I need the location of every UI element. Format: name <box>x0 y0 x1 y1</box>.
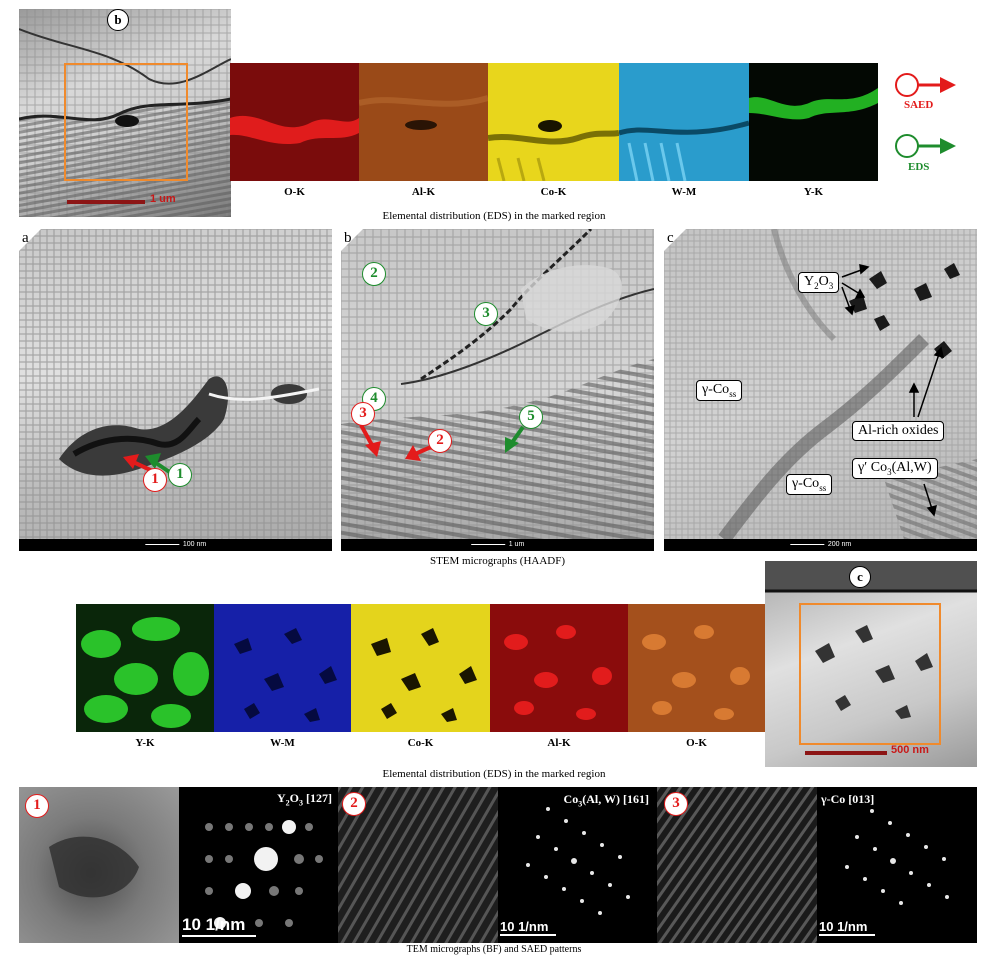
stem-a-marker-green-1: 1 <box>168 463 192 487</box>
stem-a-arrows <box>123 453 179 479</box>
eds2-map-o-k <box>628 604 765 732</box>
inset-label-b: b <box>107 9 129 31</box>
stem-a-texture <box>19 229 332 539</box>
top-inset-texture <box>19 9 231 217</box>
legend-eds-label: EDS <box>908 161 930 173</box>
saed-pattern-2: Co3(Al, W) [161] 10 1/nm <box>498 787 657 943</box>
tem-bf-2: 2 <box>338 787 498 943</box>
tem-bf-1: 1 <box>19 787 179 943</box>
saed-pattern-3: γ-Co [013] 10 1/nm <box>817 787 977 943</box>
stem-b-texture <box>341 229 654 539</box>
stem-a-corner <box>19 229 41 251</box>
eds2-label-y-k: Y-K <box>135 737 155 749</box>
inset-c-scale-label: 500 nm <box>891 744 929 756</box>
saed-1-scale: 10 1/nm <box>182 915 256 937</box>
eds2-map-w-m <box>214 604 351 732</box>
inset-scale-label: 1 um <box>150 193 176 205</box>
stem-b-marker-red-2: 2 <box>428 429 452 453</box>
legend-saed-symbol <box>894 69 960 105</box>
eds-map-y-k <box>749 63 878 181</box>
saed-2-title: Co3(Al, W) [161] <box>563 792 649 809</box>
stem-panel-a: a 1 1 100 nm <box>19 229 332 551</box>
stem-c-label-y2o3: Y2O3 <box>798 272 840 293</box>
stem-panel-c: c Y2O3 γ-Coss Al-rich oxides γ′ Co3(Al,W… <box>664 229 977 551</box>
bottom-caption: TEM micrographs (BF) and SAED patterns <box>406 944 582 955</box>
stem-c-corner <box>664 229 686 251</box>
eds2-label-co-k: Co-K <box>407 737 434 749</box>
inset-label-c: c <box>849 566 871 588</box>
stem-b-marker-green-3: 3 <box>474 302 498 326</box>
legend-eds-symbol <box>894 130 960 166</box>
stem-b-scalebar: 1 um <box>341 539 654 551</box>
stem-b-marker-red-3: 3 <box>351 402 375 426</box>
marked-region-box <box>64 63 188 181</box>
tem-bf-3: 3 <box>657 787 817 943</box>
stem-b-corner <box>341 229 363 251</box>
stem-a-scalebar: 100 nm <box>19 539 332 551</box>
marked-region-box-c <box>799 603 941 745</box>
stem-c-arrows <box>841 264 944 517</box>
inset-scale-bar <box>67 200 145 204</box>
stem-c-label-gamma-prime: γ′ Co3(Al,W) <box>852 458 938 479</box>
saed-2-scale: 10 1/nm <box>500 919 556 936</box>
top-inset-micrograph: b 1 um <box>19 9 231 217</box>
stem-c-letter: c <box>667 230 674 246</box>
tem-marker-2: 2 <box>342 792 366 816</box>
stem-a-marker-red-1: 1 <box>143 468 167 492</box>
eds-label-al-k: Al-K <box>411 186 436 198</box>
stem-a-scale-label: 100 nm <box>182 541 207 548</box>
tem-marker-3: 3 <box>664 792 688 816</box>
eds-label-co-k: Co-K <box>540 186 567 198</box>
eds2-map-co-k <box>351 604 490 732</box>
stem-caption: STEM micrographs (HAADF) <box>429 555 566 567</box>
eds-map-co-k <box>488 63 619 181</box>
eds-map-o-k <box>230 63 359 181</box>
middle-inset-texture <box>765 561 977 719</box>
stem-panel-b: b 2 3 4 5 3 2 1 um <box>341 229 654 551</box>
eds-map-w-m <box>619 63 749 181</box>
eds-label-w-m: W-M <box>671 186 697 198</box>
stem-c-scale-label: 200 nm <box>827 541 852 548</box>
saed-1-title: Y2O3 [127] <box>276 791 332 808</box>
eds-label-y-k: Y-K <box>803 186 824 198</box>
inset-c-scale-bar <box>805 751 887 755</box>
eds2-label-w-m: W-M <box>270 737 295 749</box>
eds-map-al-k <box>359 63 488 181</box>
stem-b-letter: b <box>344 230 352 246</box>
stem-c-label-gamma-co-1: γ-Coss <box>696 380 743 401</box>
tem-marker-1: 1 <box>25 794 49 818</box>
eds2-label-al-k: Al-K <box>547 737 571 749</box>
legend-saed-label: SAED <box>904 99 934 111</box>
saed-pattern-1: Y2O3 [127] 10 1/nm <box>179 787 338 943</box>
stem-c-label-gamma-co-2: γ-Coss <box>786 474 833 495</box>
eds2-map-y-k <box>76 604 214 732</box>
stem-a-letter: a <box>22 230 29 246</box>
eds2-map-al-k <box>490 604 628 732</box>
eds-label-o-k: O-K <box>284 186 305 198</box>
saed-3-scale: 10 1/nm <box>819 919 875 936</box>
stem-c-label-al-rich-oxides: Al-rich oxides <box>852 421 945 441</box>
stem-c-scalebar: 200 nm <box>664 539 977 551</box>
top-caption: Elemental distribution (EDS) in the mark… <box>382 210 606 222</box>
middle-caption: Elemental distribution (EDS) in the mark… <box>382 768 606 780</box>
stem-b-scale-label: 1 um <box>508 541 525 548</box>
stem-b-marker-green-5: 5 <box>519 405 543 429</box>
saed-3-title: γ-Co [013] <box>821 792 875 806</box>
middle-inset-micrograph: c 500 nm <box>765 561 977 767</box>
eds2-label-o-k: O-K <box>686 737 707 749</box>
stem-b-marker-green-2: 2 <box>362 262 386 286</box>
stem-b-arrows <box>359 424 525 461</box>
